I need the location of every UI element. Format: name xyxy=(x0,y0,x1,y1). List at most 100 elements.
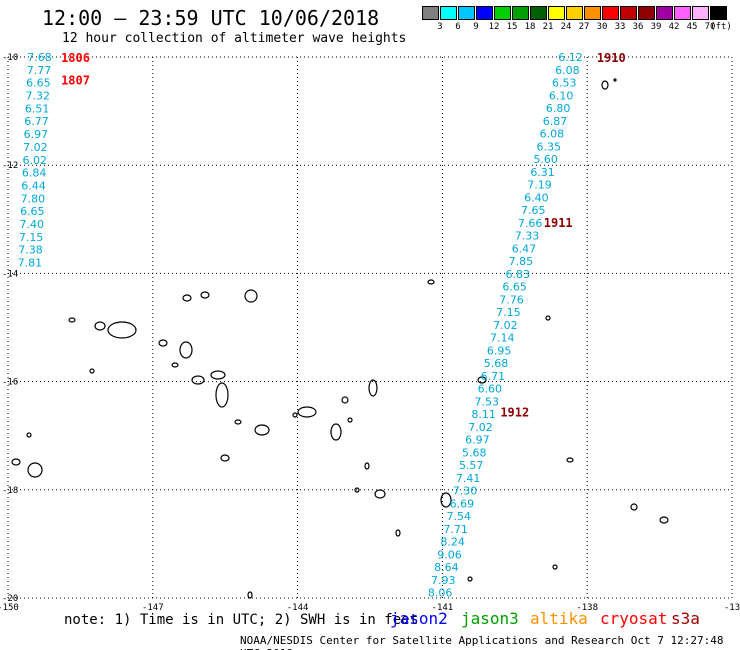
swh-value: 6.97 xyxy=(24,128,49,141)
island-outline xyxy=(347,417,353,423)
legend-swatch xyxy=(548,6,565,20)
swh-value: 7.15 xyxy=(496,306,521,319)
credit-line: NOAA/NESDIS Center for Satellite Applica… xyxy=(240,634,724,650)
legend-label: 24 xyxy=(560,22,572,32)
legend-label: 27 xyxy=(578,22,590,32)
satellite-name: altika xyxy=(530,609,588,628)
swh-value: 7.30 xyxy=(453,485,478,498)
swh-value: 6.97 xyxy=(465,434,490,447)
swh-value: 5.68 xyxy=(484,357,509,370)
swh-value: 6.02 xyxy=(22,154,47,167)
swh-value: 7.14 xyxy=(490,332,515,345)
footnote: note: 1) Time is in UTC; 2) SWH is in fe… xyxy=(64,612,419,628)
legend-swatch xyxy=(512,6,529,20)
island-outline xyxy=(341,396,349,404)
legend-label: 9 xyxy=(473,22,479,32)
island-outline xyxy=(191,375,205,385)
island-outline xyxy=(11,458,21,466)
swh-value: 6.51 xyxy=(25,102,50,115)
swh-value: 8.11 xyxy=(471,408,496,421)
island-outline xyxy=(247,591,253,599)
swh-value: 6.65 xyxy=(26,77,50,90)
utc-time-label: 1806 xyxy=(61,51,90,65)
swh-value: 7.65 xyxy=(521,204,546,217)
swh-value: 8.64 xyxy=(434,561,459,574)
island-outline xyxy=(467,576,473,582)
island-outline xyxy=(364,462,370,470)
swh-value: 7.71 xyxy=(443,523,468,536)
island-outline xyxy=(630,503,638,511)
legend-label: 18 xyxy=(524,22,536,32)
swh-value: 7.77 xyxy=(27,64,51,77)
island-outline xyxy=(27,462,43,478)
island-outline xyxy=(179,341,193,359)
swh-value: 6.95 xyxy=(487,344,512,357)
swh-value: 6.80 xyxy=(546,102,571,115)
swh-value: 6.65 xyxy=(502,281,526,294)
swh-value: 6.12 xyxy=(558,51,583,64)
swh-value: 5.57 xyxy=(459,459,484,472)
legend-label: 12 xyxy=(488,22,500,32)
island-outline xyxy=(395,529,401,537)
swh-value: 6.31 xyxy=(530,166,555,179)
legend-unit: (ft) xyxy=(710,22,732,32)
legend-swatch xyxy=(440,6,457,20)
swh-value: 6.71 xyxy=(481,370,506,383)
swh-value: 6.35 xyxy=(537,140,562,153)
legend-label: 42 xyxy=(668,22,680,32)
lat-tick-label: -14 xyxy=(2,269,18,279)
satellite-name: jason2 xyxy=(390,609,448,628)
island-outline xyxy=(89,368,95,374)
island-outline xyxy=(215,382,229,408)
legend-swatch xyxy=(458,6,475,20)
island-outline xyxy=(297,406,317,418)
swh-value: 5.68 xyxy=(462,446,487,459)
legend-label: 36 xyxy=(632,22,644,32)
island-outline xyxy=(171,362,179,368)
legend-label: 6 xyxy=(455,22,461,32)
island-outline xyxy=(552,564,558,570)
island-outline xyxy=(254,424,270,436)
utc-time-label: 1807 xyxy=(61,74,90,88)
satellite-name: jason3 xyxy=(461,609,519,628)
legend-swatch xyxy=(692,6,709,20)
island-outline xyxy=(601,80,609,90)
island-outline xyxy=(292,412,298,418)
legend-swatch xyxy=(656,6,673,20)
swh-value: 6.60 xyxy=(478,383,503,396)
lat-tick-label: -18 xyxy=(2,486,18,496)
legend-swatch xyxy=(602,6,619,20)
lat-tick-label: -10 xyxy=(2,53,18,63)
island-outline xyxy=(330,423,342,441)
lat-tick-label: -16 xyxy=(2,378,18,388)
legend-swatch xyxy=(638,6,655,20)
map-subtitle: 12 hour collection of altimeter wave hei… xyxy=(62,31,407,46)
swh-value: 8.24 xyxy=(440,536,465,549)
swh-value: 7.02 xyxy=(23,141,48,154)
legend-label: 39 xyxy=(650,22,662,32)
utc-time-label: 1912 xyxy=(500,405,529,419)
swh-value: 7.38 xyxy=(18,244,43,257)
legend-swatch xyxy=(422,6,439,20)
island-outline xyxy=(220,454,230,462)
legend-label: 15 xyxy=(506,22,518,32)
satellite-name: s3a xyxy=(671,609,700,628)
swh-value: 8.06 xyxy=(428,587,453,600)
islands xyxy=(11,78,669,599)
swh-value: 6.84 xyxy=(22,167,47,180)
swh-value: 7.41 xyxy=(456,472,481,485)
legend-label: 21 xyxy=(542,22,554,32)
island-outline xyxy=(613,78,617,82)
map-canvas: -150 -147 -144 -141 -138 -13 -10 -12 -14 -16 -18 -2… xyxy=(0,51,740,610)
legend-label: 3 xyxy=(437,22,443,32)
island-outline xyxy=(427,279,435,285)
swh-value: 7.19 xyxy=(527,179,552,192)
swh-value: 9.06 xyxy=(437,548,462,561)
island-outline xyxy=(158,339,168,347)
island-outline xyxy=(244,289,258,303)
lon-tick-label: -13 xyxy=(724,603,740,610)
lon-tick-label: -147 xyxy=(142,603,164,610)
swh-value: 5.60 xyxy=(533,153,558,166)
legend-swatch xyxy=(476,6,493,20)
island-outline xyxy=(354,487,360,493)
